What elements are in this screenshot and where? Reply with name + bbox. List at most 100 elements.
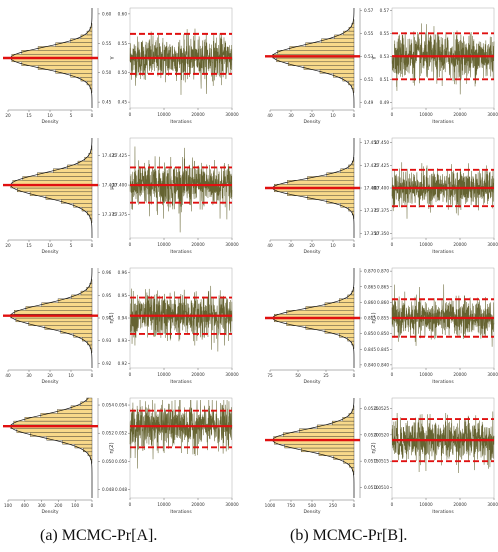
- histogram-bar: [21, 50, 93, 55]
- hist-value-tick-label: 17.375: [364, 208, 379, 213]
- trace-y-tick-label: 0.45: [118, 100, 128, 105]
- histogram-bar: [37, 46, 93, 51]
- subplot-pa-r2: 20 15 10 5 0Density17.42517.40017.37517.4251…: [3, 137, 239, 255]
- histogram-bar: [17, 187, 93, 193]
- hist-value-tick-label: 17.375: [102, 212, 117, 217]
- trace-y-axis-label: η(1): [109, 312, 115, 323]
- trace-y-tick-label: 17.425: [112, 153, 127, 158]
- density-tick-label: 100: [71, 503, 79, 508]
- density-tick-label: 5: [70, 113, 73, 118]
- hist-value-tick-label: 0.052: [102, 431, 114, 436]
- trace-y-tick-label: 0.51: [380, 77, 390, 82]
- hist-value-tick-label: 0.855: [364, 316, 376, 321]
- hist-value-tick-label: 0.845: [364, 347, 376, 352]
- density-curve: [10, 137, 93, 239]
- trace-y-tick-label: 17.350: [374, 231, 389, 236]
- density-tick-label: 750: [287, 503, 295, 508]
- trace-y-tick-label: 0.0520: [374, 432, 389, 437]
- trace-x-tick-label: 30000: [487, 242, 498, 247]
- density-tick-label: 40: [267, 243, 273, 248]
- density-tick-label: 100: [4, 503, 12, 508]
- density-tick-label: 30: [288, 113, 294, 118]
- trace-plot: 0.0525 0.0520 0.0515 0.0510 η(2) 0 10000 20000 3…: [371, 397, 498, 515]
- trace-x-tick-label: 10000: [157, 372, 171, 377]
- hist-value-tick-label: 17.425: [102, 153, 117, 158]
- histogram-bar: [22, 176, 93, 181]
- histogram-bar: [86, 80, 93, 86]
- density-curve: [272, 397, 355, 498]
- histogram-bar: [348, 27, 355, 32]
- trace-y-tick-label: 0.855: [377, 316, 389, 321]
- trace-y-tick-label: 0.850: [377, 331, 389, 336]
- trace-plot: 17.450 17.425 17.400 17.375 17.350 μ 0 10000 200…: [371, 137, 498, 255]
- density-tick-label: 1000: [265, 503, 276, 508]
- density-axis-label: Density: [41, 119, 58, 125]
- trace-y-tick-label: 0.93: [118, 338, 128, 343]
- histogram-bar: [25, 306, 93, 311]
- hist-value-tick-label: 0.050: [102, 459, 114, 464]
- histogram-bar: [14, 310, 93, 315]
- hist-value-tick-label: 0.51: [364, 77, 374, 82]
- density-tick-label: 50: [295, 373, 301, 378]
- density-axis-label: Density: [303, 119, 320, 125]
- trace-x-tick-label: 30000: [225, 372, 239, 377]
- trace-x-tick-label: 0: [129, 112, 132, 117]
- trace-x-tick-label: 20000: [191, 372, 205, 377]
- histogram-bar: [28, 321, 93, 326]
- trace-x-tick-label: 10000: [419, 372, 433, 377]
- trace-y-axis-label: γ: [109, 56, 115, 60]
- histogram-bar: [339, 298, 355, 303]
- trace-series-line: [391, 162, 495, 219]
- subplot-pb-r2: 40 30 20 10 0 Density 17.450 17.425 17.400 17.375…: [265, 137, 498, 255]
- density-tick-label: 0: [353, 113, 356, 118]
- histogram-bar: [82, 447, 93, 453]
- trace-x-axis-label: Iterations: [170, 379, 192, 385]
- trace-plot: 0.60 0.55 0.50 0.45 γ 0 10000 20000 30000 Iterati…: [109, 7, 239, 125]
- density-tick-label: 0: [353, 373, 356, 378]
- histogram-bar: [80, 34, 93, 39]
- histogram-bar: [82, 337, 93, 342]
- histogram-bar: [16, 428, 93, 433]
- histogram-bar: [37, 65, 93, 70]
- density-tick-label: 300: [38, 503, 46, 508]
- histogram-bar: [289, 46, 355, 51]
- hist-value-tick-label: 0.0510: [364, 485, 379, 490]
- trace-x-tick-label: 30000: [225, 502, 239, 507]
- density-tick-label: 10: [330, 243, 336, 248]
- trace-y-tick-label: 0.0515: [374, 459, 389, 464]
- histogram-bar: [80, 401, 93, 406]
- histogram-bar: [84, 157, 93, 162]
- histogram-bar: [348, 413, 355, 418]
- trace-x-tick-label: 10000: [419, 112, 433, 117]
- histogram-bar: [348, 207, 355, 212]
- density-tick-label: 10: [47, 113, 53, 118]
- histogram-bar: [12, 180, 93, 185]
- density-tick-label: 75: [267, 373, 273, 378]
- subplot-pa-r1: 20 15 10 5 0Density0.600.550.500.450.600.550…: [3, 7, 239, 125]
- trace-x-axis-label: Iterations: [432, 379, 454, 385]
- trace-x-tick-label: 20000: [453, 112, 467, 117]
- subplot-pb-r4: 1000 750 500 250 0Density0.05250.05200.05150…: [265, 397, 498, 515]
- trace-y-axis-label: η(2): [371, 442, 377, 453]
- trace-y-tick-label: 17.375: [374, 208, 389, 213]
- histogram-bar: [40, 413, 93, 418]
- trace-y-tick-label: 0.052: [115, 431, 127, 436]
- trace-x-axis-label: Iterations: [432, 509, 454, 515]
- trace-y-tick-label: 0.845: [377, 347, 389, 352]
- density-tick-label: 20: [309, 243, 315, 248]
- trace-x-tick-label: 20000: [191, 242, 205, 247]
- histogram-bar: [282, 432, 355, 437]
- hist-value-tick-label: 17.450: [364, 140, 379, 145]
- trace-x-tick-label: 10000: [157, 242, 171, 247]
- histogram-bar: [86, 30, 93, 36]
- density-axis-label: Density: [41, 249, 58, 255]
- trace-y-tick-label: 0.94: [118, 316, 128, 321]
- trace-y-tick-label: 0.96: [118, 270, 128, 275]
- trace-x-tick-label: 30000: [225, 112, 239, 117]
- trace-y-tick-label: 0.860: [377, 300, 389, 305]
- density-tick-label: 500: [308, 503, 316, 508]
- trace-y-tick-label: 0.95: [118, 293, 128, 298]
- density-tick-label: 0: [91, 373, 94, 378]
- trace-y-tick-label: 0.50: [118, 70, 128, 75]
- histogram-bar: [339, 333, 355, 338]
